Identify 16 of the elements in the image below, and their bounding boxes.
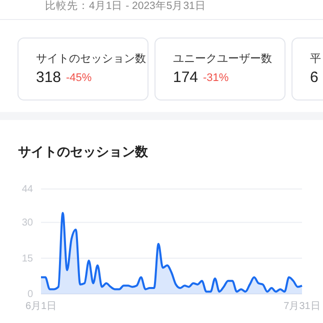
text: 318 [36, 69, 62, 86]
text: ユニークユーザー数 [173, 53, 272, 65]
y-tick-label: 30 [22, 218, 34, 229]
text: 平 [310, 53, 321, 65]
text: 6 [310, 69, 318, 86]
text: サイトのセッション数 [36, 53, 146, 65]
text: -31% [203, 72, 229, 84]
text: 比較先：4月1日 - 2023年5月31日 [45, 0, 206, 12]
text: 174 [173, 69, 198, 86]
x-tick-label: 6月1日 [25, 301, 57, 312]
y-tick-label: 15 [22, 253, 34, 264]
y-tick-label: 0 [27, 289, 34, 300]
y-tick-label: 44 [22, 184, 34, 196]
x-tick-label: 7月31日 [284, 301, 320, 312]
text: -45% [66, 72, 92, 84]
chart-title: サイトのセッション数 [18, 144, 149, 159]
